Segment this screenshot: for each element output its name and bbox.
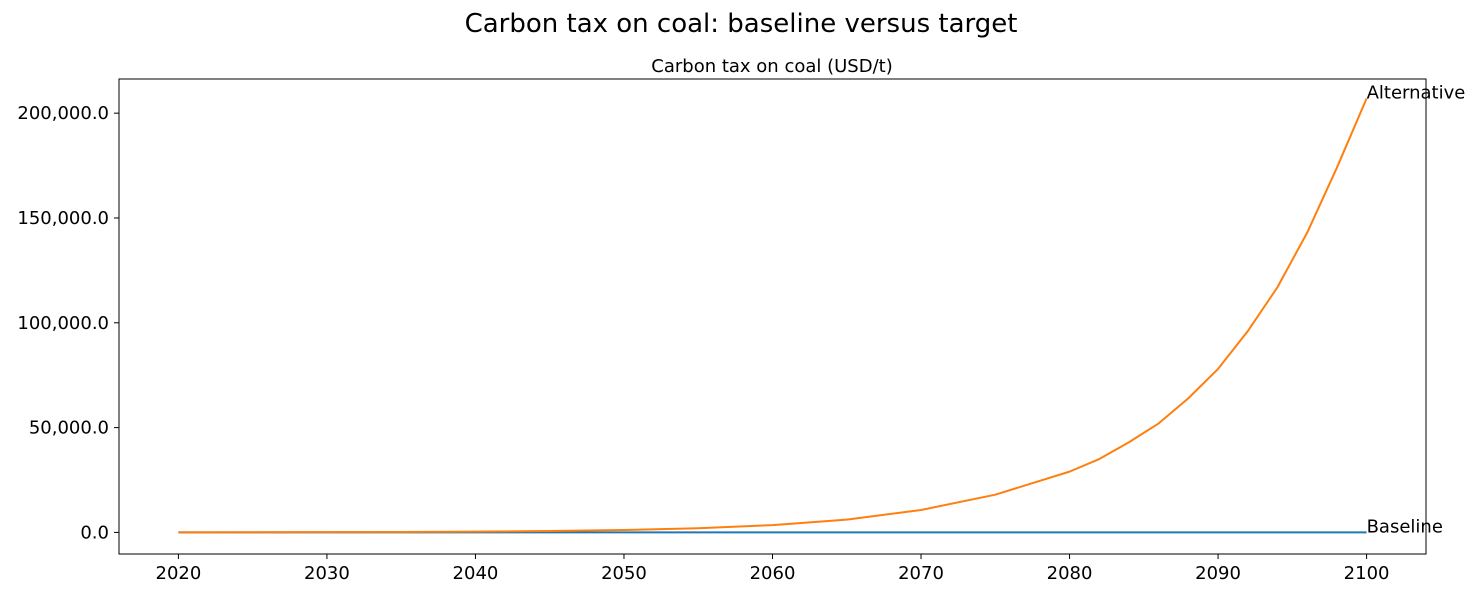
y-tick-label: 0.0: [80, 522, 109, 543]
x-tick-label: 2070: [898, 563, 944, 584]
x-tick-label: 2090: [1195, 563, 1241, 584]
y-tick-label: 50,000.0: [29, 418, 109, 439]
series-label-alternative: Alternative: [1367, 82, 1466, 103]
series-label-baseline: Baseline: [1367, 516, 1443, 537]
y-tick-label: 100,000.0: [17, 313, 109, 334]
y-tick-label: 150,000.0: [17, 208, 109, 229]
y-tick-label: 200,000.0: [17, 103, 109, 124]
axes-title: Carbon tax on coal (USD/t): [651, 56, 892, 77]
series-line-alternative: [178, 98, 1368, 534]
series-layer: [178, 98, 1368, 534]
x-tick-label: 2040: [453, 563, 499, 584]
x-tick-label: 2080: [1047, 563, 1093, 584]
x-tick-label: 2050: [601, 563, 647, 584]
axes-layer: 2020 2030 2040 2050 2060 2070 2080 2090 2100 0.0 5…: [17, 78, 1427, 584]
x-tick-label: 2020: [156, 563, 202, 584]
figure-title: Carbon tax on coal: baseline versus targ…: [465, 9, 1018, 39]
x-tick-label: 2060: [750, 563, 796, 584]
label-layer: Baseline Alternative: [1367, 82, 1466, 537]
plot-frame: [118, 78, 1427, 555]
x-tick-label: 2030: [304, 563, 350, 584]
x-tick-label: 2100: [1344, 563, 1390, 584]
